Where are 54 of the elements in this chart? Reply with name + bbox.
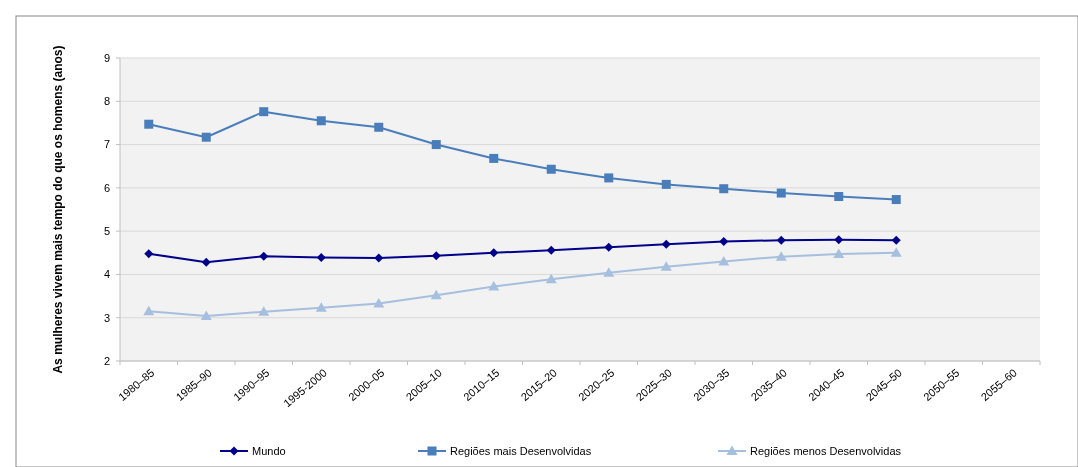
y-axis-title: As mulheres vivem mais tempo do que os homens (anos) <box>51 45 65 374</box>
point <box>545 273 557 284</box>
point <box>489 248 499 258</box>
point <box>834 192 844 202</box>
point <box>259 251 269 261</box>
point <box>373 297 385 308</box>
point <box>776 235 786 245</box>
point <box>431 140 441 150</box>
point <box>258 306 270 316</box>
point <box>143 305 155 316</box>
point <box>891 195 901 205</box>
y-tick-label: 2 <box>103 354 110 367</box>
legend-label: Regiões menos Desenvolvidas <box>750 444 902 457</box>
point <box>259 107 269 117</box>
y-tick-label: 7 <box>103 138 110 151</box>
point <box>489 153 499 163</box>
point <box>661 179 671 189</box>
y-tick-label: 6 <box>103 181 110 194</box>
y-tick-label: 9 <box>103 51 110 64</box>
legend-label: Mundo <box>252 444 286 457</box>
point <box>488 281 500 291</box>
point <box>315 302 327 312</box>
legend-label: Regiões mais Desenvolvidas <box>450 444 592 457</box>
point <box>144 119 154 129</box>
point <box>719 237 729 247</box>
point <box>316 116 326 126</box>
point <box>604 173 614 183</box>
point <box>604 242 614 252</box>
point <box>719 184 729 194</box>
point <box>201 132 211 142</box>
point <box>833 248 845 259</box>
point <box>890 247 902 257</box>
point <box>316 253 326 263</box>
point <box>776 188 786 198</box>
point <box>891 235 901 245</box>
y-tick-label: 3 <box>103 311 110 324</box>
point <box>834 235 844 245</box>
y-tick-label: 5 <box>103 224 110 237</box>
point <box>546 245 556 255</box>
point <box>431 251 441 261</box>
point <box>603 267 615 277</box>
point <box>201 257 211 267</box>
y-tick-label: 4 <box>103 268 110 281</box>
point <box>430 289 442 300</box>
point <box>374 122 384 132</box>
y-tick-label: 8 <box>103 95 110 108</box>
point <box>144 249 154 259</box>
point <box>660 261 672 271</box>
point <box>775 251 787 261</box>
point <box>200 310 212 320</box>
point <box>661 239 671 249</box>
point <box>718 255 730 266</box>
point <box>374 253 384 263</box>
point <box>546 164 556 174</box>
